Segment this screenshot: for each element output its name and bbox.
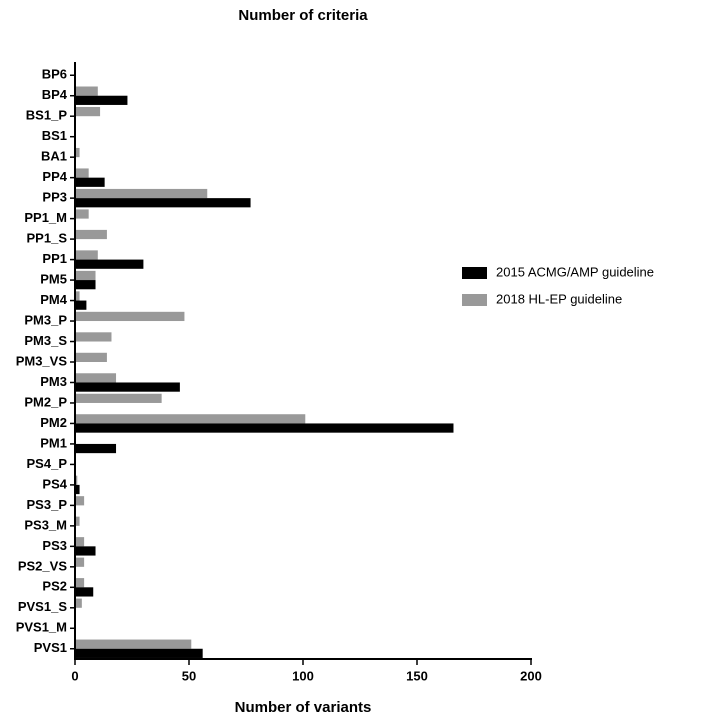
bar — [75, 496, 85, 506]
y-tick-label: PS4_P — [27, 456, 68, 471]
y-tick-label: BS1 — [42, 128, 67, 143]
bar — [75, 587, 94, 597]
y-tick-label: PVS1_M — [16, 620, 67, 635]
bar — [75, 229, 107, 240]
bar — [75, 198, 251, 208]
y-tick-label: PP1 — [42, 251, 67, 266]
bar — [75, 423, 454, 433]
y-tick-label: PS4 — [42, 476, 67, 491]
bar — [75, 648, 203, 658]
y-tick-label: PS3_M — [24, 517, 67, 532]
bar — [75, 270, 96, 281]
bar — [75, 311, 185, 322]
y-tick-label: PM3 — [40, 374, 67, 389]
bar — [75, 300, 87, 310]
bar — [75, 147, 80, 158]
y-tick-label: PP1_S — [27, 231, 68, 246]
y-tick-label: BP4 — [42, 87, 68, 102]
bar — [75, 475, 78, 485]
bar — [75, 557, 85, 567]
bar — [75, 250, 98, 260]
x-tick-label: 50 — [182, 668, 196, 683]
y-tick-label: PS2_VS — [18, 558, 67, 573]
bar — [75, 373, 117, 383]
bar — [75, 598, 82, 608]
legend-label: 2015 ACMG/AMP guideline — [496, 264, 654, 279]
bar — [75, 443, 117, 454]
bar — [75, 177, 105, 187]
x-tick-label: 150 — [406, 668, 428, 683]
bar — [75, 188, 208, 199]
y-tick-label: BA1 — [41, 149, 67, 164]
bar — [75, 291, 80, 301]
x-tick-label: 0 — [71, 668, 78, 683]
bar — [75, 209, 89, 219]
y-tick-label: PM2_P — [24, 394, 67, 409]
y-tick-label: PVS1_S — [18, 599, 67, 614]
chart-title: Number of criteria — [238, 7, 368, 24]
bar — [75, 106, 101, 117]
bar — [75, 95, 128, 105]
bar — [75, 537, 85, 547]
x-tick-label: 200 — [520, 668, 542, 683]
bar — [75, 332, 112, 342]
bar — [75, 352, 107, 362]
y-tick-label: PP1_M — [24, 210, 67, 225]
y-tick-label: PM5 — [40, 272, 67, 287]
bar — [75, 86, 98, 96]
bar — [75, 516, 80, 526]
y-tick-label: PP4 — [42, 169, 67, 184]
y-tick-label: PM3_S — [24, 333, 67, 348]
y-tick-label: PS3 — [42, 538, 67, 553]
y-tick-label: PVS1 — [34, 640, 67, 655]
bar — [75, 414, 306, 424]
legend-swatch — [462, 267, 487, 279]
x-tick-label: 100 — [292, 668, 314, 683]
bar — [75, 280, 96, 290]
y-tick-label: PM3_VS — [16, 353, 68, 368]
y-tick-label: PS3_P — [27, 497, 68, 512]
y-tick-label: PS2 — [42, 579, 67, 594]
bar — [75, 259, 144, 269]
bar — [75, 393, 162, 403]
y-tick-label: PM1 — [40, 435, 67, 450]
bar — [75, 382, 180, 392]
bar — [75, 578, 85, 588]
legend-label: 2018 HL-EP guideline — [496, 291, 622, 306]
y-tick-label: BP6 — [42, 67, 67, 82]
legend-swatch — [462, 294, 487, 306]
y-tick-label: BS1_P — [26, 108, 68, 123]
bar — [75, 546, 96, 556]
bar — [75, 168, 89, 178]
bar — [75, 484, 80, 495]
y-tick-label: PM2 — [40, 415, 67, 430]
y-tick-label: PM4 — [40, 292, 68, 307]
x-axis-label: Number of variants — [235, 699, 372, 716]
bar — [75, 639, 192, 649]
y-tick-label: PM3_P — [24, 312, 67, 327]
y-tick-label: PP3 — [42, 190, 67, 205]
